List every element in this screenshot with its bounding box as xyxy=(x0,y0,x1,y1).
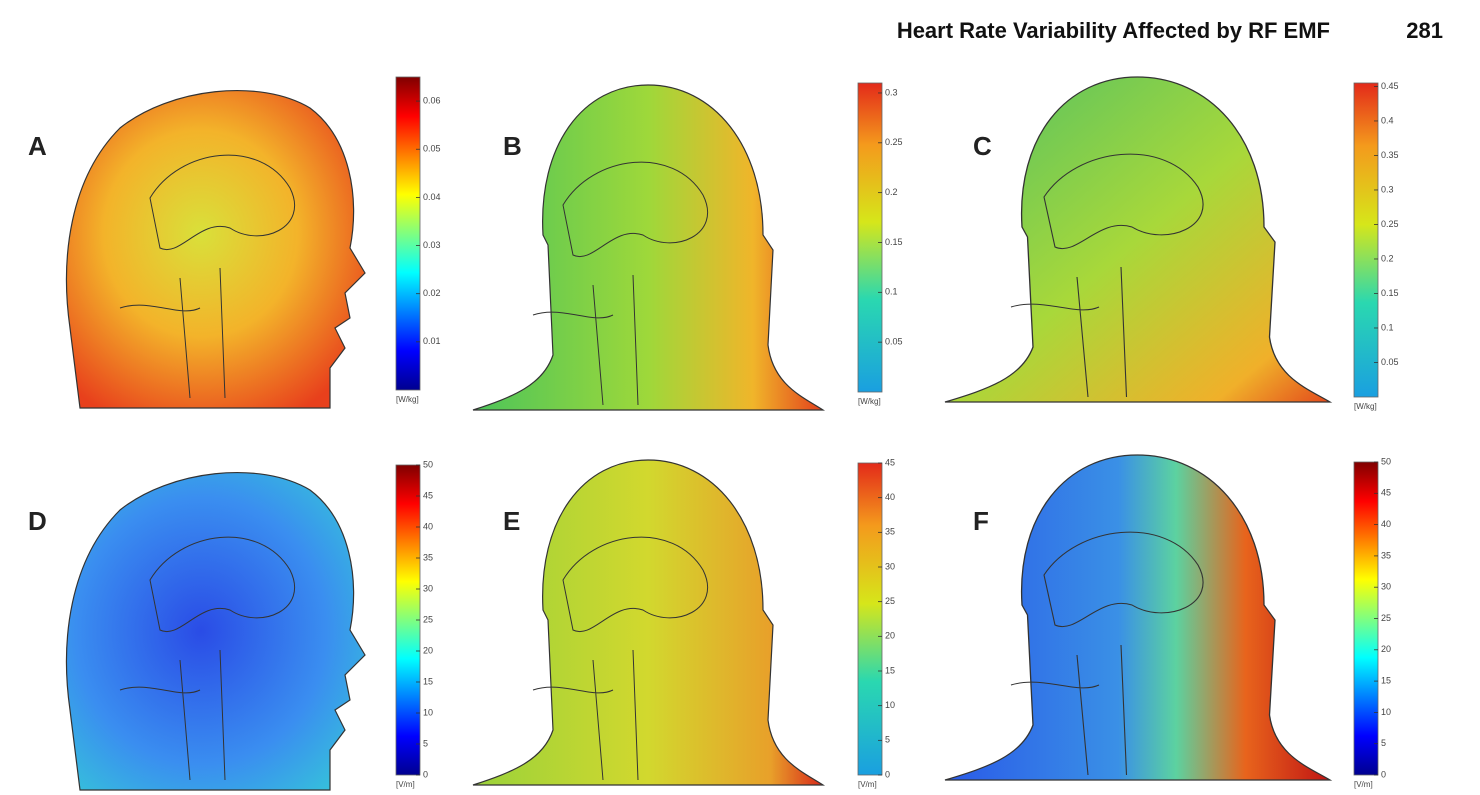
panel-label: D xyxy=(28,506,47,536)
panel-label: E xyxy=(503,506,520,536)
colorbar-tick-label: 0.1 xyxy=(1381,322,1394,332)
colorbar-tick-label: 0.04 xyxy=(423,192,441,202)
colorbar-unit: [V/m] xyxy=(396,780,415,789)
colorbar-tick-label: 10 xyxy=(885,700,895,710)
colorbar-tick-label: 30 xyxy=(423,583,433,593)
head-surface xyxy=(67,473,365,790)
panel-label: B xyxy=(503,131,522,161)
colorbar-tick-label: 20 xyxy=(423,645,433,655)
colorbar-tick-label: 0.35 xyxy=(1381,150,1399,160)
colorbar-tick-label: 50 xyxy=(423,459,433,469)
colorbar-tick-label: 40 xyxy=(423,521,433,531)
colorbar xyxy=(858,83,882,392)
colorbar-tick-label: 0.01 xyxy=(423,336,441,346)
colorbar-tick-label: 25 xyxy=(1381,613,1391,623)
head-map xyxy=(945,77,1330,402)
running-title: Heart Rate Variability Affected by RF EM… xyxy=(897,18,1330,43)
colorbar-tick-label: 0 xyxy=(1381,769,1386,779)
colorbar-tick-label: 0.1 xyxy=(885,287,898,297)
page: Heart Rate Variability Affected by RF EM… xyxy=(0,0,1480,795)
colorbar-tick-label: 0.3 xyxy=(885,87,898,97)
head-map xyxy=(67,91,365,408)
colorbar-unit: [W/kg] xyxy=(396,395,419,404)
colorbar-tick-label: 35 xyxy=(885,527,895,537)
colorbar xyxy=(858,463,882,775)
head-surface xyxy=(473,85,823,410)
colorbar xyxy=(396,77,420,390)
page-number: 281 xyxy=(1406,18,1443,43)
colorbar-tick-label: 30 xyxy=(1381,582,1391,592)
colorbar-tick-label: 0.25 xyxy=(885,137,903,147)
colorbar-unit: [W/kg] xyxy=(1354,402,1377,411)
colorbar-tick-label: 0.05 xyxy=(885,337,903,347)
colorbar-tick-label: 5 xyxy=(423,738,428,748)
colorbar-tick-label: 0.15 xyxy=(885,237,903,247)
colorbar-tick-label: 10 xyxy=(1381,707,1391,717)
colorbar-tick-label: 35 xyxy=(423,552,433,562)
colorbar-tick-label: 0.02 xyxy=(423,288,441,298)
colorbar-tick-label: 25 xyxy=(885,596,895,606)
head-map xyxy=(473,460,823,785)
colorbar-tick-label: 0.25 xyxy=(1381,219,1399,229)
colorbar-unit: [V/m] xyxy=(1354,780,1373,789)
head-surface xyxy=(473,460,823,785)
colorbar-tick-label: 0.05 xyxy=(423,144,441,154)
colorbar-tick-label: 15 xyxy=(885,665,895,675)
colorbar-tick-label: 30 xyxy=(885,561,895,571)
colorbar-tick-label: 15 xyxy=(423,676,433,686)
colorbar-tick-label: 20 xyxy=(1381,644,1391,654)
colorbar-tick-label: 10 xyxy=(423,707,433,717)
head-surface xyxy=(945,77,1330,402)
colorbar-tick-label: 5 xyxy=(885,735,890,745)
colorbar-tick-label: 25 xyxy=(423,614,433,624)
colorbar-tick-label: 40 xyxy=(885,492,895,502)
colorbar-tick-label: 0.03 xyxy=(423,240,441,250)
colorbar-tick-label: 0.4 xyxy=(1381,115,1394,125)
colorbar-tick-label: 20 xyxy=(885,631,895,641)
colorbar-tick-label: 0.05 xyxy=(1381,357,1399,367)
colorbar-tick-label: 0 xyxy=(423,769,428,779)
colorbar-unit: [V/m] xyxy=(858,780,877,789)
colorbar-tick-label: 40 xyxy=(1381,519,1391,529)
panel-label: C xyxy=(973,131,992,161)
colorbar-tick-label: 45 xyxy=(1381,488,1391,498)
colorbar-tick-label: 0.06 xyxy=(423,95,441,105)
head-map xyxy=(67,473,365,790)
colorbar-tick-label: 0.45 xyxy=(1381,81,1399,91)
colorbar-tick-label: 45 xyxy=(423,490,433,500)
panel-label: F xyxy=(973,506,989,536)
colorbar-tick-label: 0.2 xyxy=(1381,253,1394,263)
colorbar-tick-label: 35 xyxy=(1381,550,1391,560)
head-map xyxy=(945,455,1330,780)
colorbar-tick-label: 0 xyxy=(885,769,890,779)
head-map xyxy=(473,85,823,410)
head-surface xyxy=(67,91,365,408)
head-surface xyxy=(945,455,1330,780)
colorbar-tick-label: 0.2 xyxy=(885,187,898,197)
panel-label: A xyxy=(28,131,47,161)
colorbar-tick-label: 15 xyxy=(1381,675,1391,685)
colorbar xyxy=(1354,83,1378,397)
colorbar-tick-label: 5 xyxy=(1381,738,1386,748)
colorbar-tick-label: 45 xyxy=(885,457,895,467)
colorbar-tick-label: 50 xyxy=(1381,456,1391,466)
colorbar-tick-label: 0.15 xyxy=(1381,288,1399,298)
colorbar-unit: [W/kg] xyxy=(858,397,881,406)
colorbar-tick-label: 0.3 xyxy=(1381,184,1394,194)
